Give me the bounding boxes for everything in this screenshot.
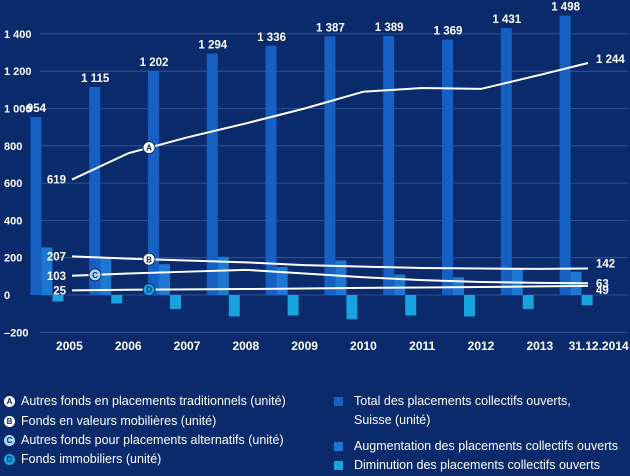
y-tick-label: 0: [4, 290, 10, 302]
series-line-d: [71, 284, 589, 292]
legend-label-decrease: Diminution des placements collectifs ouv…: [354, 458, 600, 472]
legend-label-b: Fonds en valeurs mobilières (unité): [21, 414, 217, 428]
legend-label-total-2: Suisse (unité): [354, 413, 431, 427]
bar-increase: [217, 256, 229, 295]
bar-increase: [335, 260, 347, 295]
legend: A Autres fonds en placements traditionnel…: [0, 386, 630, 476]
x-tick-label: 2011: [409, 339, 435, 350]
bar-increase: [394, 274, 406, 295]
legend-label-increase: Augmentation des placements collectifs o…: [354, 439, 619, 453]
legend-label-a: Autres fonds en placements traditionnels…: [21, 394, 286, 408]
badge-label: B: [146, 255, 152, 264]
legend-swatch-total: [334, 397, 343, 406]
series-start-label: 207: [47, 251, 66, 263]
bar-decrease: [52, 295, 64, 302]
bar-increase: [453, 277, 464, 295]
legend-label-c: Autres fonds pour placements alternatifs…: [21, 433, 284, 447]
bar-total-label: 1 202: [140, 57, 169, 69]
x-tick-label: 2005: [56, 339, 83, 350]
series-start-label: 103: [47, 271, 66, 283]
badge-label: C: [92, 271, 98, 280]
bar-total: [206, 53, 218, 295]
x-tick-label: 31.12.2014: [569, 339, 629, 350]
series-start-label: 25: [53, 285, 66, 297]
badge-d-icon: [142, 283, 156, 297]
bar-decrease: [111, 295, 123, 304]
badge-c-icon: C: [4, 435, 15, 447]
badge-d-icon: D: [4, 454, 15, 466]
badge-c-icon: [88, 268, 102, 282]
bar-total: [442, 39, 453, 295]
legend-item-c: C Autres fonds pour placements alternatif…: [4, 433, 284, 447]
bar-total-label: 1 369: [434, 26, 463, 38]
bar-total-label: 1 431: [492, 14, 521, 26]
bar-total: [324, 36, 336, 296]
bar-decrease: [522, 295, 534, 309]
bar-total: [265, 45, 277, 295]
x-tick-label: 2013: [526, 339, 553, 350]
badge-a-icon: A: [4, 396, 15, 408]
series-line-b: [71, 255, 589, 270]
bar-decrease: [287, 295, 299, 316]
series-start-label: 619: [47, 175, 66, 187]
x-tick-label: 2010: [350, 339, 377, 350]
series-line-c: [71, 268, 589, 285]
bar-increase: [159, 264, 170, 295]
bar-total-label: 1 336: [257, 32, 286, 44]
bar-decrease: [464, 295, 475, 317]
y-tick-label: 1 200: [4, 66, 32, 78]
y-tick-label: 400: [4, 215, 22, 227]
badge-a-icon: [142, 141, 156, 155]
y-tick-label: 200: [4, 253, 22, 265]
badge-label: A: [146, 144, 152, 153]
series-end-label: 142: [596, 259, 615, 271]
legend-swatch-decrease: [334, 461, 343, 470]
bar-total: [383, 35, 395, 295]
chart: 1 400 1 200 1 000 800 600 400 200 0 –200 954 2005 1…: [4, 2, 629, 350]
bar-decrease: [405, 295, 417, 316]
legend-item-a: A Autres fonds en placements traditionnel…: [4, 394, 286, 408]
bar-decrease: [581, 295, 593, 306]
y-tick-label: 1 400: [4, 29, 32, 41]
legend-item-b: B Fonds en valeurs mobilières (unité): [4, 414, 216, 428]
legend-label-total-1: Total des placements collectifs ouverts,: [354, 394, 571, 408]
bar-increase: [41, 247, 53, 295]
bar-total: [500, 28, 512, 295]
y-tick-label: 1 000: [4, 104, 32, 116]
legend-swatch-increase: [334, 442, 343, 451]
bar-total: [559, 15, 571, 296]
legend-label-d: Fonds immobiliers (unité): [21, 452, 162, 466]
x-tick-label: 2012: [468, 339, 495, 350]
bar-increase: [276, 267, 288, 295]
bar-decrease: [170, 295, 181, 309]
y-tick-label: –200: [4, 327, 28, 339]
bar-decrease: [346, 295, 358, 320]
y-tick-label: 600: [4, 178, 22, 190]
bar-total-label: 1 389: [375, 22, 404, 34]
series-end-label: 1 244: [596, 54, 625, 66]
badge-label: D: [146, 286, 152, 295]
legend-item-d: D Fonds immobiliers (unité): [4, 452, 161, 466]
bar-total-label: 1 115: [81, 73, 110, 85]
bar-increase: [100, 258, 112, 295]
x-tick-label: 2007: [174, 339, 201, 350]
series-end-label: 63: [596, 278, 609, 290]
series-end-label: 49: [596, 285, 609, 297]
x-tick-label: 2006: [115, 339, 142, 350]
bar-total: [30, 117, 42, 295]
series-line-a: [71, 62, 589, 181]
badge-b-icon: [142, 252, 156, 266]
bar-decrease: [228, 295, 240, 317]
badge-b-icon: B: [4, 416, 15, 428]
bar-total-label: 954: [27, 103, 47, 115]
bar-total: [148, 70, 159, 296]
bar-total-label: 1 294: [198, 40, 227, 52]
bar-total: [89, 87, 101, 296]
bar-total-label: 1 387: [316, 22, 345, 34]
x-tick-label: 2009: [291, 339, 318, 350]
x-tick-label: 2008: [232, 339, 259, 350]
bar-total-label: 1 498: [551, 2, 580, 14]
y-tick-label: 800: [4, 141, 22, 153]
